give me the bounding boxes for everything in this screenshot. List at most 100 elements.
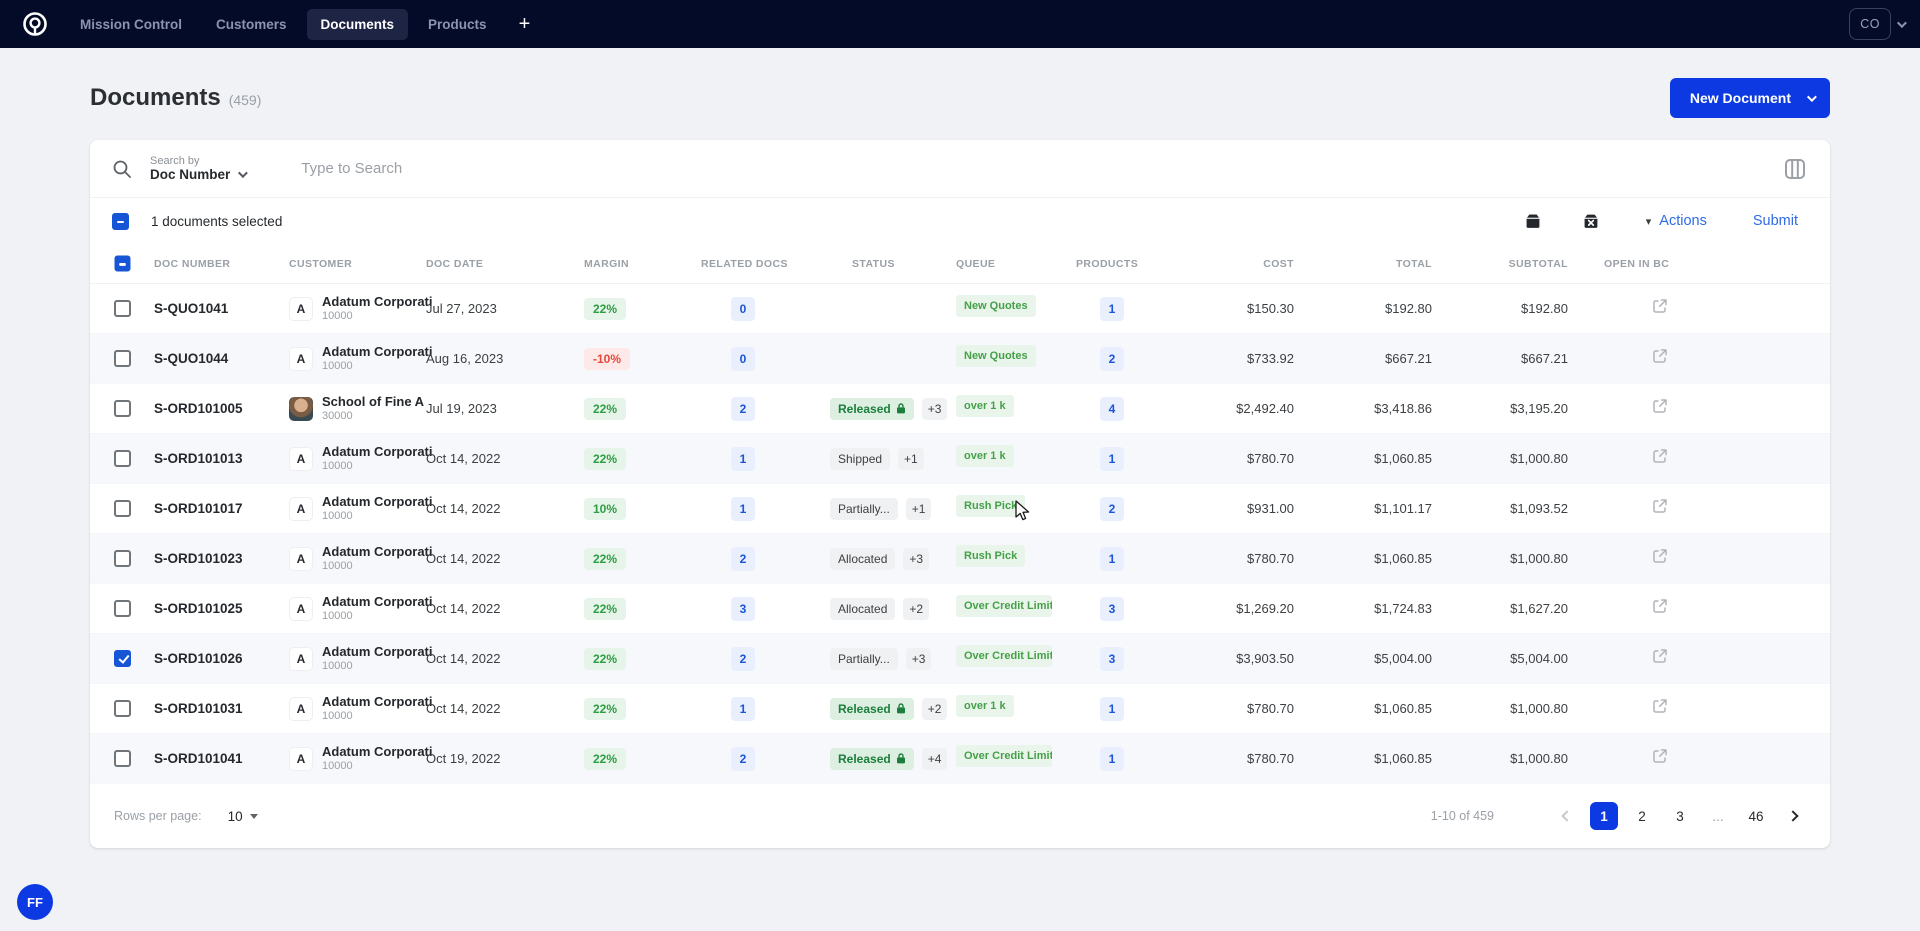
archive-box-remove-icon[interactable] <box>1580 210 1602 232</box>
open-in-bc-icon[interactable] <box>1652 648 1668 664</box>
table-row[interactable]: S-QUO1044 A Adatum Corporati 10000 Aug 1… <box>90 334 1830 384</box>
row-checkbox[interactable] <box>114 400 131 417</box>
related-docs-chip[interactable]: 0 <box>731 296 755 321</box>
doc-number-cell[interactable]: S-ORD101031 <box>154 701 243 716</box>
table-row[interactable]: S-QUO1041 A Adatum Corporati 10000 Jul 2… <box>90 284 1830 334</box>
app-logo-icon[interactable] <box>22 11 48 37</box>
doc-number-cell[interactable]: S-QUO1044 <box>154 351 229 366</box>
open-in-bc-icon[interactable] <box>1652 748 1668 764</box>
doc-number-cell[interactable]: S-ORD101017 <box>154 501 243 516</box>
doc-number-cell[interactable]: S-ORD101013 <box>154 451 243 466</box>
user-menu-chevron-down-icon[interactable] <box>1896 17 1907 28</box>
products-chip[interactable]: 3 <box>1100 596 1124 621</box>
page-button-2[interactable]: 2 <box>1638 808 1646 824</box>
actions-button[interactable]: Actions <box>1659 213 1707 229</box>
rows-per-page-select[interactable]: 10 <box>228 809 258 824</box>
products-chip[interactable]: 1 <box>1100 296 1124 321</box>
row-checkbox[interactable] <box>114 700 131 717</box>
doc-number-cell[interactable]: S-ORD101025 <box>154 601 243 616</box>
row-checkbox[interactable] <box>114 500 131 517</box>
nav-item-products[interactable]: Products <box>428 16 487 32</box>
actions-caret-down-icon[interactable]: ▾ <box>1645 215 1652 228</box>
prev-page-chevron-left-icon[interactable] <box>1554 803 1580 829</box>
open-in-bc-icon[interactable] <box>1652 698 1668 714</box>
table-row[interactable]: S-ORD101017 A Adatum Corporati 10000 Oct… <box>90 484 1830 534</box>
new-document-chevron-down-icon[interactable] <box>1806 91 1817 102</box>
products-chip[interactable]: 3 <box>1100 646 1124 671</box>
table-row[interactable]: S-ORD101023 A Adatum Corporati 10000 Oct… <box>90 534 1830 584</box>
products-chip[interactable]: 1 <box>1100 446 1124 471</box>
products-chip[interactable]: 2 <box>1100 346 1124 371</box>
related-docs-chip[interactable]: 0 <box>731 346 755 371</box>
related-docs-chip[interactable]: 1 <box>731 696 755 721</box>
col-margin[interactable]: MARGIN <box>584 257 629 270</box>
col-customer[interactable]: CUSTOMER <box>289 257 353 270</box>
nav-add-tab-button[interactable]: + <box>518 12 531 35</box>
col-doc-date[interactable]: DOC DATE <box>426 257 484 270</box>
submit-button[interactable]: Submit <box>1752 213 1798 229</box>
table-row[interactable]: S-ORD101013 A Adatum Corporati 10000 Oct… <box>90 434 1830 484</box>
page-button-1[interactable]: 1 <box>1590 802 1618 830</box>
related-docs-chip[interactable]: 2 <box>731 746 755 771</box>
next-page-chevron-right-icon[interactable] <box>1780 803 1806 829</box>
user-menu-badge[interactable]: CO <box>1849 8 1891 40</box>
header-select-all-checkbox[interactable] <box>114 255 131 272</box>
col-related-docs[interactable]: RELATED DOCS <box>701 257 788 270</box>
related-docs-chip[interactable]: 1 <box>731 446 755 471</box>
col-status[interactable]: STATUS <box>852 257 895 270</box>
col-products[interactable]: PRODUCTS <box>1076 257 1139 270</box>
row-checkbox[interactable] <box>114 350 131 367</box>
table-row[interactable]: S-ORD101031 A Adatum Corporati 10000 Oct… <box>90 684 1830 734</box>
doc-number-cell[interactable]: S-ORD101041 <box>154 751 243 766</box>
col-cost[interactable]: COST <box>1263 257 1294 270</box>
products-chip[interactable]: 1 <box>1100 746 1124 771</box>
row-checkbox[interactable] <box>114 300 131 317</box>
user-avatar[interactable]: FF <box>17 884 53 920</box>
table-row[interactable]: S-ORD101026 A Adatum Corporati 10000 Oct… <box>90 634 1830 684</box>
col-subtotal[interactable]: SUBTOTAL <box>1508 257 1568 270</box>
search-input[interactable] <box>301 160 1782 177</box>
related-docs-chip[interactable]: 1 <box>731 496 755 521</box>
page-button-3[interactable]: 3 <box>1676 808 1684 824</box>
col-total[interactable]: TOTAL <box>1395 257 1432 270</box>
nav-item-documents[interactable]: Documents <box>306 8 409 40</box>
table-row[interactable]: S-ORD101025 A Adatum Corporati 10000 Oct… <box>90 584 1830 634</box>
row-checkbox[interactable] <box>114 600 131 617</box>
related-docs-chip[interactable]: 2 <box>731 396 755 421</box>
doc-number-cell[interactable]: S-QUO1041 <box>154 301 229 316</box>
col-queue[interactable]: QUEUE <box>956 257 996 270</box>
products-chip[interactable]: 2 <box>1100 496 1124 521</box>
related-docs-chip[interactable]: 2 <box>731 646 755 671</box>
row-checkbox[interactable] <box>114 650 131 667</box>
archive-box-icon[interactable] <box>1522 210 1544 232</box>
nav-item-customers[interactable]: Customers <box>216 16 287 32</box>
row-checkbox[interactable] <box>114 550 131 567</box>
table-row[interactable]: S-ORD101005 School of Fine A 30000 Jul 1… <box>90 384 1830 434</box>
products-chip[interactable]: 4 <box>1100 396 1124 421</box>
row-checkbox[interactable] <box>114 450 131 467</box>
doc-number-cell[interactable]: S-ORD101023 <box>154 551 243 566</box>
row-checkbox[interactable] <box>114 750 131 767</box>
open-in-bc-icon[interactable] <box>1652 498 1668 514</box>
column-settings-icon[interactable] <box>1782 156 1808 182</box>
doc-number-cell[interactable]: S-ORD101005 <box>154 401 243 416</box>
open-in-bc-icon[interactable] <box>1652 448 1668 464</box>
select-all-checkbox[interactable] <box>112 212 129 230</box>
table-row[interactable]: S-ORD101041 A Adatum Corporati 10000 Oct… <box>90 734 1830 784</box>
new-document-button[interactable]: New Document <box>1669 78 1830 118</box>
open-in-bc-icon[interactable] <box>1652 548 1668 564</box>
open-in-bc-icon[interactable] <box>1652 398 1668 414</box>
open-in-bc-icon[interactable] <box>1652 598 1668 614</box>
related-docs-chip[interactable]: 2 <box>731 546 755 571</box>
open-in-bc-icon[interactable] <box>1652 348 1668 364</box>
products-chip[interactable]: 1 <box>1100 696 1124 721</box>
doc-number-cell[interactable]: S-ORD101026 <box>154 651 243 666</box>
margin-cell: 22% <box>584 297 701 320</box>
nav-item-mission-control[interactable]: Mission Control <box>80 16 182 32</box>
related-docs-chip[interactable]: 3 <box>731 596 755 621</box>
products-chip[interactable]: 1 <box>1100 546 1124 571</box>
open-in-bc-icon[interactable] <box>1652 298 1668 314</box>
col-doc-number[interactable]: DOC NUMBER <box>154 257 231 270</box>
search-by-dropdown[interactable]: Search by Doc Number <box>150 155 249 182</box>
page-button-46[interactable]: 46 <box>1748 808 1764 824</box>
